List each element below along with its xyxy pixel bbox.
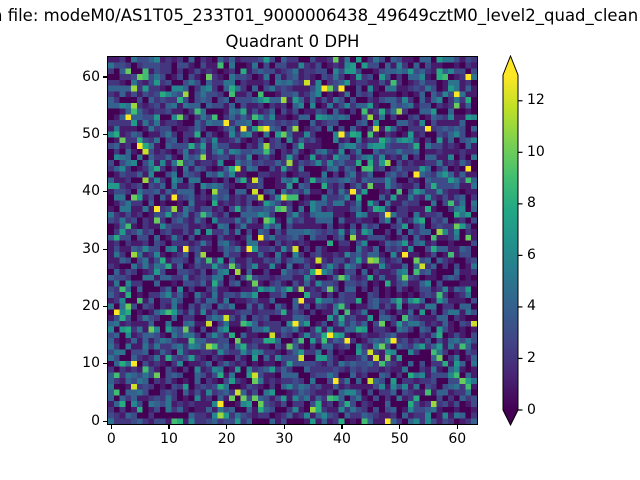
y-axis-tick-mark <box>103 191 107 193</box>
y-axis-tick-label: 50 <box>82 125 100 142</box>
colorbar <box>502 55 523 427</box>
colorbar-gradient-bar <box>502 55 519 427</box>
y-axis-tick-label: 60 <box>82 68 100 85</box>
figure-suptitle: n file: modeM0/AS1T05_233T01_9000006438_… <box>0 6 639 25</box>
x-axis-tick-label: 60 <box>448 431 467 447</box>
x-axis-tick-mark <box>399 425 401 429</box>
x-axis-tick-label: 10 <box>160 431 178 447</box>
x-axis-tick-label: 0 <box>106 431 116 447</box>
colorbar-tick-label: 4 <box>527 298 536 315</box>
y-axis-tick-mark <box>103 133 107 135</box>
colorbar-tick-label: 10 <box>527 143 545 160</box>
y-axis-tick-mark <box>103 420 107 422</box>
colorbar-tick-label: 6 <box>527 246 536 263</box>
y-axis-tick-label: 20 <box>82 297 100 314</box>
colorbar-tick-label: 0 <box>527 401 536 418</box>
x-axis-tick-label: 30 <box>275 431 294 447</box>
x-axis-tick-mark <box>168 425 170 429</box>
axes-title: Quadrant 0 DPH <box>225 32 360 51</box>
heatmap-axes <box>107 56 478 425</box>
y-axis-tick-mark <box>103 363 107 365</box>
y-axis-tick-mark <box>103 76 107 78</box>
x-axis-tick-mark <box>283 425 285 429</box>
x-axis-tick-mark <box>456 425 458 429</box>
x-axis-tick-mark <box>226 425 228 429</box>
colorbar-tick-label: 8 <box>527 195 536 212</box>
y-axis-tick-label: 0 <box>91 412 100 429</box>
colorbar-tick-label: 2 <box>527 349 536 366</box>
colorbar-tick-label: 12 <box>527 92 545 109</box>
colorbar-tick-marks <box>518 100 523 411</box>
y-axis-tick-mark <box>103 305 107 308</box>
heatmap-image <box>108 57 477 424</box>
y-axis-tick-label: 30 <box>82 240 100 257</box>
x-axis-tick-label: 50 <box>390 431 409 447</box>
x-axis-tick-label: 20 <box>217 431 236 447</box>
y-axis-tick-mark <box>103 248 107 250</box>
y-axis-tick-label: 10 <box>82 355 100 372</box>
x-axis-tick-mark <box>110 425 112 429</box>
y-axis-tick-label: 40 <box>82 183 100 200</box>
x-axis-tick-mark <box>341 425 343 429</box>
x-axis-tick-label: 40 <box>333 431 351 447</box>
